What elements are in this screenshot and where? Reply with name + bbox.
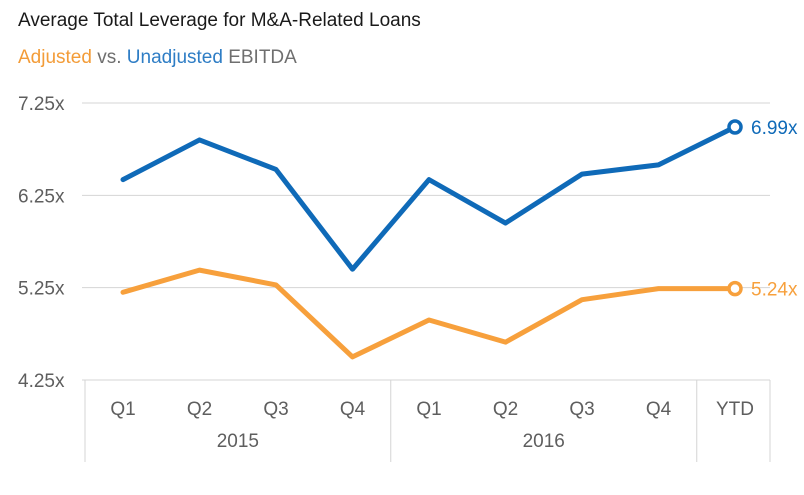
x-tick-label: YTD <box>716 399 754 420</box>
end-marker-adjusted <box>727 280 743 297</box>
axis-layer: 7.25x 6.25x 5.25x 4.25x Q1 Q2 Q3 Q4 Q1 Q2 Q3 Q4 YTD 2… <box>18 94 771 462</box>
x-tick-label: Q4 <box>340 399 366 420</box>
x-tick-label: Q3 <box>263 399 288 420</box>
y-tick-label: 5.25x <box>18 279 65 300</box>
chart-title: Average Total Leverage for M&A-Related L… <box>18 10 421 31</box>
subtitle-ebitda: EBITDA <box>222 47 297 68</box>
chart-subtitle: Adjusted vs. Unadjusted EBITDA <box>18 47 297 69</box>
data-label-unadjusted: 6.99x <box>751 118 798 139</box>
subtitle-vs: vs. <box>91 47 127 68</box>
label-layer: 6.99x 5.24x <box>751 118 798 301</box>
series-line-unadjusted <box>120 124 738 272</box>
series-layer <box>120 119 743 360</box>
x-tick-label: Q2 <box>187 399 212 420</box>
data-label-adjusted: 5.24x <box>751 280 798 301</box>
x-tick-label: Q1 <box>416 399 441 420</box>
x-tick-label: Q2 <box>493 399 518 420</box>
series-line-adjusted <box>120 267 738 360</box>
x-tick-label: Q4 <box>646 399 672 420</box>
x-group-label: 2016 <box>523 431 565 452</box>
y-tick-label: 7.25x <box>18 94 65 115</box>
y-tick-label: 6.25x <box>18 186 65 207</box>
x-tick-label: Q1 <box>110 399 135 420</box>
end-marker-unadjusted <box>727 119 743 135</box>
subtitle-adjusted: Adjusted <box>18 47 92 68</box>
x-group-label: 2015 <box>217 431 259 452</box>
x-tick-label: Q3 <box>569 399 594 420</box>
subtitle-unadjusted: Unadjusted <box>126 47 223 68</box>
y-tick-label: 4.25x <box>18 371 65 392</box>
